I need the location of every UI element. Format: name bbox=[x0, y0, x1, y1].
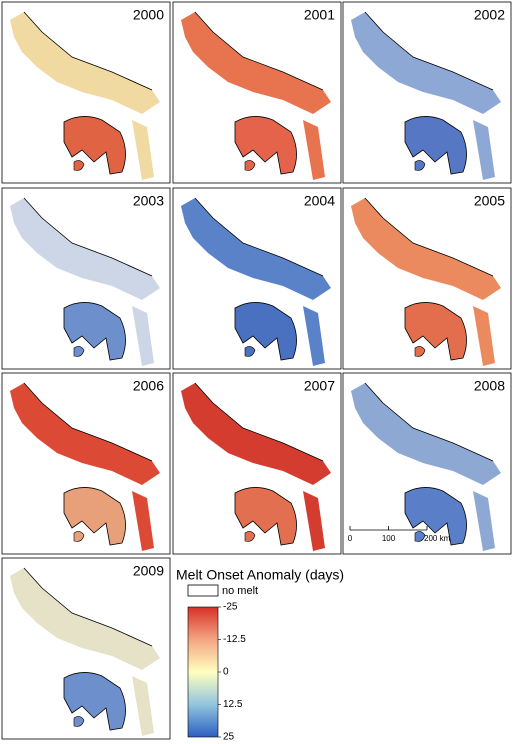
island bbox=[414, 160, 426, 171]
scale-label: 100 bbox=[382, 534, 396, 543]
coastline bbox=[194, 382, 324, 462]
island bbox=[244, 346, 256, 357]
map-panel: 2005 bbox=[342, 187, 512, 370]
coast-strip bbox=[132, 120, 154, 180]
scale-label: 200 km bbox=[424, 534, 451, 543]
peninsula bbox=[351, 12, 501, 114]
panel-year: 2009 bbox=[133, 563, 164, 579]
panel-year: 2005 bbox=[474, 193, 505, 209]
colorbar-tick-label: 12.5 bbox=[223, 699, 243, 710]
colorbar-tick-label: -12.5 bbox=[223, 634, 246, 645]
panel-year: 2006 bbox=[133, 378, 164, 394]
coastline bbox=[23, 197, 153, 277]
coast-strip bbox=[303, 120, 325, 180]
peninsula bbox=[351, 383, 501, 485]
peninsula bbox=[10, 568, 160, 670]
map-panel: 2008 bbox=[342, 372, 512, 555]
island bbox=[414, 531, 426, 542]
peninsula bbox=[181, 383, 331, 485]
colorbar-tick-label: 0 bbox=[223, 667, 229, 678]
map-panel: 2009 bbox=[1, 557, 171, 740]
island bbox=[244, 160, 256, 171]
peninsula bbox=[351, 198, 501, 300]
scale-label: 0 bbox=[348, 534, 353, 543]
coastline bbox=[364, 11, 494, 91]
panel-year: 2000 bbox=[133, 7, 164, 23]
peninsula bbox=[10, 383, 160, 485]
coast-strip bbox=[132, 491, 154, 551]
island bbox=[73, 346, 85, 357]
coast-strip bbox=[132, 676, 154, 736]
coast-strip bbox=[473, 120, 495, 180]
no-melt-swatch bbox=[187, 584, 219, 597]
island bbox=[414, 346, 426, 357]
island bbox=[244, 531, 256, 542]
panel-year: 2008 bbox=[474, 378, 505, 394]
coastline bbox=[23, 382, 153, 462]
peninsula bbox=[10, 198, 160, 300]
island bbox=[73, 531, 85, 542]
map-panel: 2001 bbox=[172, 1, 342, 184]
island bbox=[404, 302, 467, 361]
island bbox=[63, 302, 126, 361]
coastline bbox=[194, 197, 324, 277]
island bbox=[404, 487, 467, 546]
panel-year: 2001 bbox=[304, 7, 335, 23]
coastline bbox=[23, 11, 153, 91]
colorbar-tick-label: 25 bbox=[223, 732, 235, 743]
colorbar-tick-label: -25 bbox=[223, 602, 238, 613]
panel-year: 2004 bbox=[304, 193, 335, 209]
no-melt-label: no melt bbox=[222, 585, 258, 597]
coast-strip bbox=[303, 491, 325, 551]
coast-strip bbox=[473, 306, 495, 366]
island bbox=[73, 716, 85, 727]
peninsula bbox=[181, 198, 331, 300]
peninsula bbox=[181, 12, 331, 114]
coastline bbox=[364, 382, 494, 462]
peninsula bbox=[10, 12, 160, 114]
island bbox=[404, 116, 467, 175]
coast-strip bbox=[303, 306, 325, 366]
coastline bbox=[194, 11, 324, 91]
island bbox=[73, 160, 85, 171]
coast-strip bbox=[132, 306, 154, 366]
coastline bbox=[23, 567, 153, 647]
coastline bbox=[364, 197, 494, 277]
panel-year: 2002 bbox=[474, 7, 505, 23]
island bbox=[234, 116, 297, 175]
island bbox=[234, 302, 297, 361]
panel-year: 2003 bbox=[133, 193, 164, 209]
island bbox=[63, 116, 126, 175]
colorbar bbox=[187, 606, 219, 738]
map-panel: 2003 bbox=[1, 187, 171, 370]
panel-year: 2007 bbox=[304, 378, 335, 394]
map-panel: 2002 bbox=[342, 1, 512, 184]
island bbox=[234, 487, 297, 546]
island bbox=[63, 487, 126, 546]
map-panel: 2000 bbox=[1, 1, 171, 184]
map-panel: 2007 bbox=[172, 372, 342, 555]
coast-strip bbox=[473, 491, 495, 551]
legend-title: Melt Onset Anomaly (days) bbox=[176, 567, 344, 583]
map-panel: 2004 bbox=[172, 187, 342, 370]
island bbox=[63, 672, 126, 731]
map-panel: 2006 bbox=[1, 372, 171, 555]
